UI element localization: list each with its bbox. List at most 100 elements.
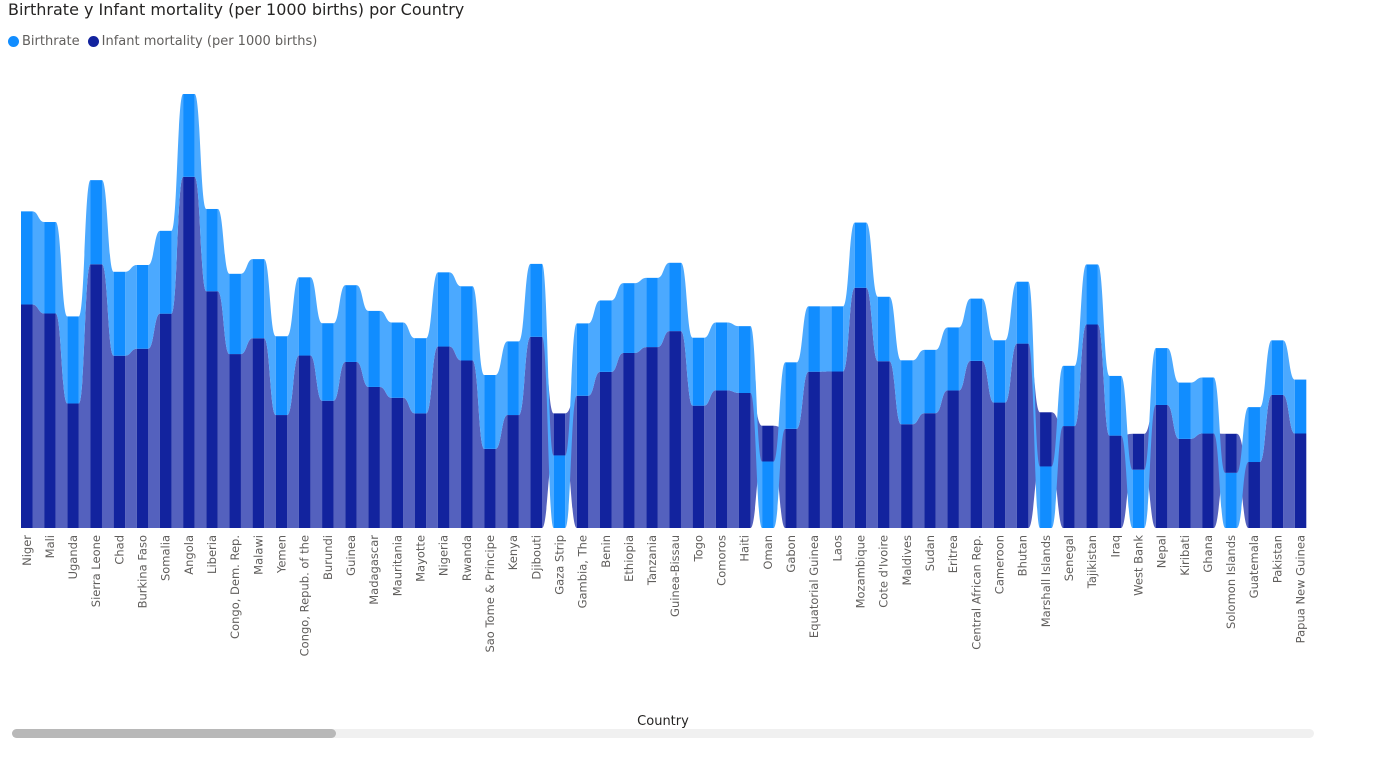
birthrate-ribbon (1121, 375, 1133, 528)
mortality-ribbon (935, 390, 948, 528)
chart-title: Birthrate y Infant mortality (per 1000 b… (8, 0, 465, 19)
infant-mortality-bar (322, 400, 334, 528)
birthrate-ribbon (1259, 340, 1272, 463)
birthrate-bar (44, 222, 56, 314)
infant-mortality-bar (924, 413, 936, 528)
birthrate-bar (738, 326, 751, 394)
birthrate-ribbon (935, 327, 948, 414)
infant-mortality-bar (44, 313, 56, 528)
birthrate-bar (530, 263, 543, 337)
birthrate-ribbon (171, 94, 184, 314)
mortality-ribbon (495, 415, 508, 528)
birthrate-bar (275, 336, 288, 416)
x-tick-label: Central African Rep. (969, 535, 983, 650)
mortality-ribbon (55, 313, 68, 528)
birthrate-bar (368, 310, 380, 387)
scrollbar-thumb[interactable] (12, 729, 336, 738)
infant-mortality-bar (67, 403, 79, 528)
x-tick-label: Liberia (205, 535, 219, 574)
birthrate-ribbon (889, 296, 902, 425)
x-tick-label: Madagascar (367, 535, 381, 605)
birthrate-bar (1155, 348, 1168, 405)
birthrate-bar (1294, 379, 1307, 434)
mortality-ribbon (588, 371, 600, 528)
birthrate-bar (669, 262, 681, 332)
x-tick-label: Burkina Faso (136, 535, 150, 608)
mortality-ribbon (356, 361, 369, 528)
birthrate-bar (901, 360, 913, 425)
birthrate-bar (993, 340, 1006, 403)
infant-mortality-bar (484, 448, 496, 528)
birthrate-bar (90, 180, 102, 265)
birthrate-bar (159, 230, 172, 314)
mortality-ribbon (240, 338, 253, 528)
infant-mortality-bar (1225, 433, 1237, 473)
x-tick-label: Ethiopia (622, 535, 636, 582)
infant-mortality-bar (692, 405, 705, 528)
birthrate-ribbon (1167, 348, 1179, 439)
x-tick-label: Mauritania (390, 535, 404, 596)
infant-mortality-bar (646, 347, 658, 528)
x-tick-label: Benin (599, 535, 613, 568)
infant-mortality-bar (1202, 433, 1214, 528)
birthrate-ribbon (356, 285, 369, 387)
mortality-ribbon (819, 371, 832, 528)
birthrate-bar (576, 323, 589, 396)
mortality-ribbon (982, 360, 994, 528)
mortality-ribbon (1283, 394, 1295, 528)
infant-mortality-bar (391, 397, 404, 528)
birthrate-bar (785, 362, 797, 429)
birthrate-ribbon (32, 211, 45, 314)
birthrate-ribbon (542, 263, 554, 528)
birthrate-ribbon (819, 306, 832, 372)
birthrate-ribbon (773, 362, 786, 528)
birthrate-bar (461, 286, 473, 361)
x-tick-label: Laos (830, 535, 844, 561)
infant-mortality-bar (437, 346, 450, 528)
x-tick-label: Sao Tome & Principe (483, 535, 497, 653)
birthrate-ribbon (796, 306, 809, 429)
mortality-ribbon (403, 397, 415, 528)
x-tick-label: Haiti (738, 535, 752, 562)
infant-mortality-bar (762, 425, 774, 462)
x-tick-label: Maldives (900, 535, 914, 586)
birthrate-ribbon (518, 263, 531, 416)
horizontal-scrollbar[interactable] (12, 729, 1314, 738)
x-tick-label: Gabon (784, 535, 798, 573)
mortality-ribbon (611, 352, 624, 528)
mortality-ribbon (1097, 324, 1110, 528)
birthrate-ribbon (264, 259, 276, 416)
mortality-ribbon (1190, 433, 1203, 528)
legend-item-birthrate[interactable]: Birthrate (8, 34, 80, 49)
birthrate-bar (391, 322, 404, 398)
mortality-ribbon (843, 287, 855, 528)
x-tick-label: Bhutan (1016, 535, 1030, 576)
legend-item-infant-mortality[interactable]: Infant mortality (per 1000 births) (87, 34, 317, 49)
x-tick-label: Guatemala (1247, 535, 1261, 598)
infant-mortality-bar (785, 428, 797, 528)
birthrate-bar (252, 259, 265, 339)
birthrate-bar (229, 273, 241, 355)
x-tick-label: Sudan (923, 535, 937, 571)
mortality-ribbon (449, 346, 462, 528)
infant-mortality-bar (877, 361, 890, 528)
mortality-ribbon (333, 361, 346, 528)
birthrate-bar (831, 306, 844, 372)
birthrate-ribbon (240, 259, 253, 355)
mortality-ribbon (1167, 404, 1179, 528)
x-tick-label: Cameroon (992, 535, 1006, 594)
x-tick-label: Mozambique (854, 535, 868, 608)
x-tick-label: Kenya (506, 535, 520, 570)
birthrate-bar (924, 349, 936, 414)
birthrate-ribbon (1028, 281, 1041, 528)
birthrate-ribbon (912, 349, 925, 425)
x-tick-label: Iraq (1108, 535, 1122, 557)
infant-mortality-bar (901, 424, 913, 528)
infant-mortality-bar (530, 336, 543, 528)
birthrate-ribbon (727, 322, 739, 394)
mortality-ribbon (1074, 324, 1087, 528)
infant-mortality-bar (90, 264, 102, 528)
birthrate-ribbon (333, 285, 346, 401)
infant-mortality-bar (553, 413, 566, 456)
